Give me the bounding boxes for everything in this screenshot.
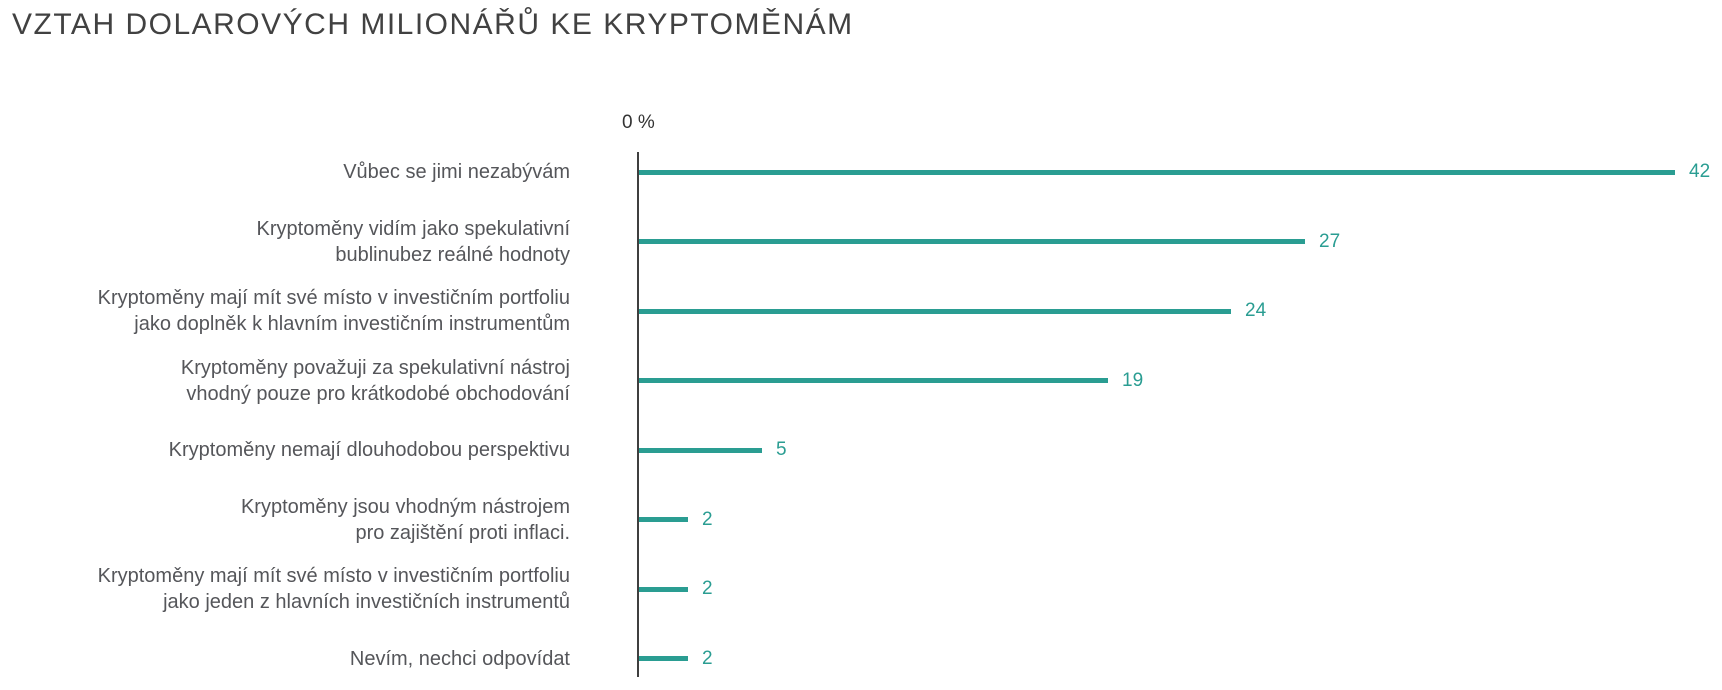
category-label: Kryptoměny jsou vhodným nástrojem pro za… bbox=[240, 495, 570, 544]
chart-row: Nevím, nechci odpovídat 2 bbox=[0, 624, 1722, 690]
category-label: Nevím, nechci odpovídat bbox=[349, 647, 570, 670]
bar-track: 19 bbox=[637, 346, 1722, 416]
chart-row: Kryptoměny nemají dlouhodobou perspektiv… bbox=[0, 415, 1722, 485]
chart-row: Kryptoměny jsou vhodným nástrojem pro za… bbox=[0, 485, 1722, 555]
value-label: 5 bbox=[776, 439, 787, 460]
bar-track: 2 bbox=[637, 554, 1722, 624]
category-label: Kryptoměny vidím jako spekulativní bubli… bbox=[256, 217, 570, 266]
bar-track: 27 bbox=[637, 207, 1722, 277]
value-label: 2 bbox=[702, 508, 713, 530]
bar bbox=[639, 239, 1305, 244]
axis-zero-tick-label: 0 % bbox=[622, 112, 655, 133]
bar bbox=[639, 447, 762, 453]
value-label: 42 bbox=[1689, 161, 1711, 182]
bar-track: 42 bbox=[637, 137, 1722, 207]
value-label: 2 bbox=[702, 647, 713, 669]
value-label: 24 bbox=[1245, 300, 1267, 321]
chart-row: Kryptoměny považuji za spekulativní nást… bbox=[0, 346, 1722, 416]
value-label: 19 bbox=[1122, 369, 1144, 391]
bar bbox=[639, 656, 688, 661]
category-label: Kryptoměny mají mít své místo v investič… bbox=[97, 287, 570, 335]
bar bbox=[639, 517, 688, 522]
category-label: Kryptoměny nemají dlouhodobou perspektiv… bbox=[168, 439, 570, 461]
bar bbox=[639, 586, 688, 592]
bar bbox=[639, 169, 1675, 175]
bar-track: 24 bbox=[637, 276, 1722, 346]
chart-title: VZTAH DOLAROVÝCH MILIONÁŘŮ KE KRYPTOMĚNÁ… bbox=[12, 8, 854, 41]
bar-track: 2 bbox=[637, 485, 1722, 555]
bar bbox=[639, 308, 1231, 314]
y-axis-line bbox=[637, 152, 639, 677]
chart-row: Kryptoměny mají mít své místo v investič… bbox=[0, 276, 1722, 346]
chart-row: Kryptoměny vidím jako spekulativní bubli… bbox=[0, 207, 1722, 277]
bar-track: 5 bbox=[637, 415, 1722, 485]
chart-row: Kryptoměny mají mít své místo v investič… bbox=[0, 554, 1722, 624]
value-label: 2 bbox=[702, 578, 713, 599]
category-label: Vůbec se jimi nezabývám bbox=[343, 161, 570, 183]
category-label: Kryptoměny mají mít své místo v investič… bbox=[97, 565, 570, 613]
category-label: Kryptoměny považuji za spekulativní nást… bbox=[180, 356, 570, 405]
chart-row: Vůbec se jimi nezabývám 42 bbox=[0, 137, 1722, 207]
bar-track: 2 bbox=[637, 624, 1722, 690]
value-label: 27 bbox=[1319, 230, 1341, 252]
bar bbox=[639, 378, 1108, 383]
